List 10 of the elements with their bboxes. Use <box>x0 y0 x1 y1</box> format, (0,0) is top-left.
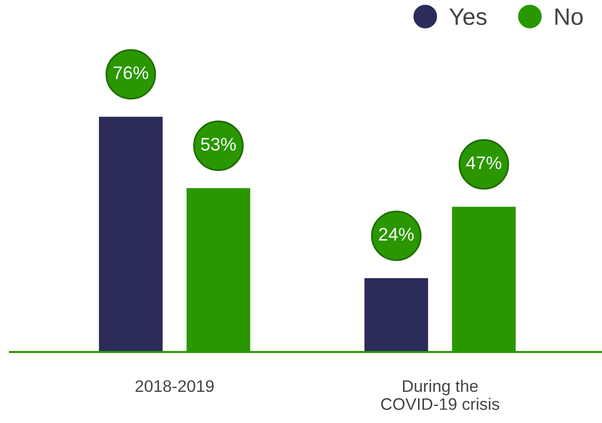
data-label: 24% <box>379 228 414 241</box>
bar <box>363 276 430 352</box>
legend-label: Yes <box>449 8 487 26</box>
data-label: 76% <box>114 66 148 80</box>
data-label: 53% <box>201 138 236 151</box>
data-label: 47% <box>466 156 502 170</box>
x-tick-label: 2018-2019 <box>136 380 214 392</box>
x-tick-label: During the COVID-19 crisis <box>381 380 500 410</box>
legend-label: No <box>555 8 583 26</box>
bar <box>98 115 164 352</box>
